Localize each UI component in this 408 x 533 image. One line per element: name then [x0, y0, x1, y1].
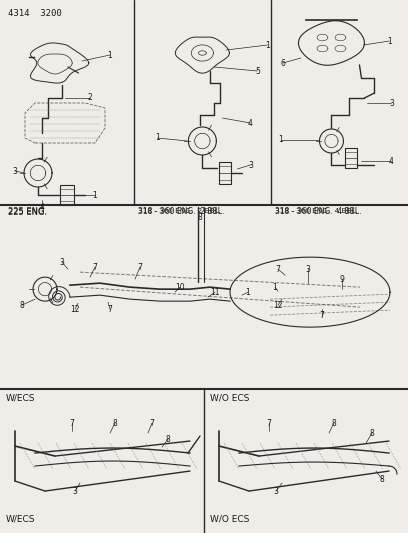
Text: 1: 1: [273, 282, 277, 292]
Text: 3: 3: [60, 257, 64, 266]
Text: 12: 12: [273, 301, 283, 310]
Text: 11: 11: [210, 288, 220, 297]
Text: 4: 4: [40, 204, 44, 213]
Text: 7: 7: [319, 311, 324, 320]
Text: 3: 3: [13, 166, 18, 175]
Text: 4: 4: [248, 118, 253, 127]
Text: 7: 7: [137, 263, 142, 272]
Text: 318 - 360 ENG.  4 BBL.: 318 - 360 ENG. 4 BBL.: [275, 207, 361, 216]
Text: 6: 6: [280, 59, 285, 68]
Text: 8: 8: [197, 213, 202, 222]
Text: 1: 1: [93, 190, 98, 199]
Text: 3: 3: [73, 487, 78, 496]
Text: 1: 1: [155, 133, 160, 142]
Text: W/ECS: W/ECS: [6, 393, 35, 402]
Text: 4: 4: [389, 157, 394, 166]
Text: 3: 3: [248, 160, 253, 169]
Bar: [346, 148, 357, 168]
Text: 3: 3: [273, 487, 278, 496]
Text: 8: 8: [20, 301, 24, 310]
Text: W/O ECS: W/O ECS: [210, 514, 249, 523]
Text: 225 ENG.: 225 ENG.: [8, 207, 47, 216]
Text: 7: 7: [108, 305, 113, 313]
Text: 7: 7: [150, 418, 155, 427]
Text: W/ECS: W/ECS: [6, 514, 35, 523]
Text: 8: 8: [379, 474, 384, 483]
Text: 318 - 360 ENG.  4 BBL.: 318 - 360 ENG. 4 BBL.: [275, 208, 358, 214]
Text: W/O ECS: W/O ECS: [210, 393, 249, 402]
Text: 318 - 360 ENG.  2 BBL.: 318 - 360 ENG. 2 BBL.: [138, 207, 224, 216]
Text: 3: 3: [306, 265, 310, 273]
Text: 2: 2: [88, 93, 92, 102]
Bar: [60, 185, 74, 205]
Bar: [220, 162, 231, 184]
Text: 8: 8: [370, 429, 375, 438]
Text: 7: 7: [275, 265, 280, 273]
Text: 1: 1: [279, 135, 283, 144]
Text: 1: 1: [387, 36, 392, 45]
Text: 8: 8: [113, 418, 118, 427]
Text: 3: 3: [389, 99, 394, 108]
Text: 225 ENG.: 225 ENG.: [8, 208, 47, 217]
Text: 7: 7: [69, 418, 74, 427]
Text: 7: 7: [266, 418, 271, 427]
Text: 1: 1: [265, 41, 270, 50]
Text: 7: 7: [93, 263, 98, 272]
Text: 10: 10: [175, 282, 185, 292]
Text: 1: 1: [246, 288, 251, 297]
Text: 5: 5: [255, 67, 260, 76]
Text: 8: 8: [166, 434, 171, 443]
Text: 9: 9: [339, 274, 344, 284]
Text: 8: 8: [332, 418, 336, 427]
Text: 318 - 360 ENG.  2 BBL.: 318 - 360 ENG. 2 BBL.: [138, 208, 221, 214]
Text: 12: 12: [70, 305, 80, 313]
Text: 4314  3200: 4314 3200: [8, 9, 62, 18]
Text: 1: 1: [108, 51, 112, 60]
